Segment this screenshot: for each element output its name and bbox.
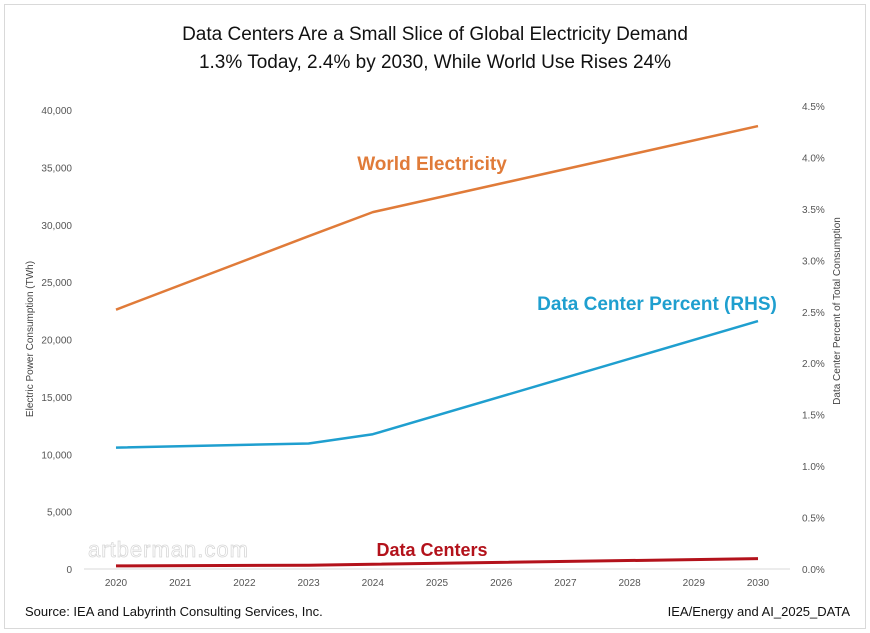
world-electricity-line [115,124,759,311]
y-tick-label: 10,000 [41,450,72,461]
x-tick-label: 2030 [747,578,770,589]
x-tick-label: 2027 [554,578,577,589]
y-tick-label: 25,000 [41,278,72,289]
x-tick-label: 2020 [105,578,128,589]
y-axis-label: Electric Power Consumption (TWh) [25,261,36,417]
x-tick-label: 2023 [297,578,320,589]
y2-tick-label: 1.5% [802,411,825,422]
y-tick-label: 0 [66,565,72,576]
y2-tick-label: 4.0% [802,153,825,164]
chart-title: Data Centers Are a Small Slice of Global… [182,24,688,45]
y2-tick-label: 2.0% [802,359,825,370]
x-tick-label: 2028 [618,578,641,589]
y2-tick-label: 4.5% [802,102,825,113]
series-label-data-centers: Data Centers [376,540,487,560]
x-tick-label: 2022 [233,578,256,589]
y-tick-label: 40,000 [41,106,72,117]
series-label-data-center-percent: Data Center Percent (RHS) [537,294,777,315]
y2-tick-label: 0.5% [802,514,825,525]
y2-tick-label: 3.0% [802,256,825,267]
y2-tick-label: 1.0% [802,462,825,473]
y2-tick-label: 0.0% [802,565,825,576]
y-tick-label: 20,000 [41,336,72,347]
y-tick-label: 35,000 [41,163,72,174]
source-note: Source: IEA and Labyrinth Consulting Ser… [25,604,323,619]
y2-tick-label: 3.5% [802,205,825,216]
x-tick-label: 2025 [426,578,449,589]
y-tick-label: 15,000 [41,393,72,404]
x-tick-label: 2021 [169,578,192,589]
series-label-world-electricity: World Electricity [357,154,507,175]
chart-frame [4,4,866,629]
y2-axis-label: Data Center Percent of Total Consumption [832,217,843,405]
x-tick-label: 2024 [362,578,385,589]
data-center-percent-line [115,319,759,449]
y-tick-label: 5,000 [47,508,72,519]
data-centers-line [115,557,759,568]
y-tick-label: 30,000 [41,221,72,232]
x-tick-label: 2026 [490,578,513,589]
x-tick-label: 2029 [683,578,706,589]
watermark-logo: artberman.com [88,537,249,562]
dataset-note: IEA/Energy and AI_2025_DATA [668,604,851,619]
y2-tick-label: 2.5% [802,308,825,319]
chart-subtitle: 1.3% Today, 2.4% by 2030, While World Us… [199,52,671,73]
